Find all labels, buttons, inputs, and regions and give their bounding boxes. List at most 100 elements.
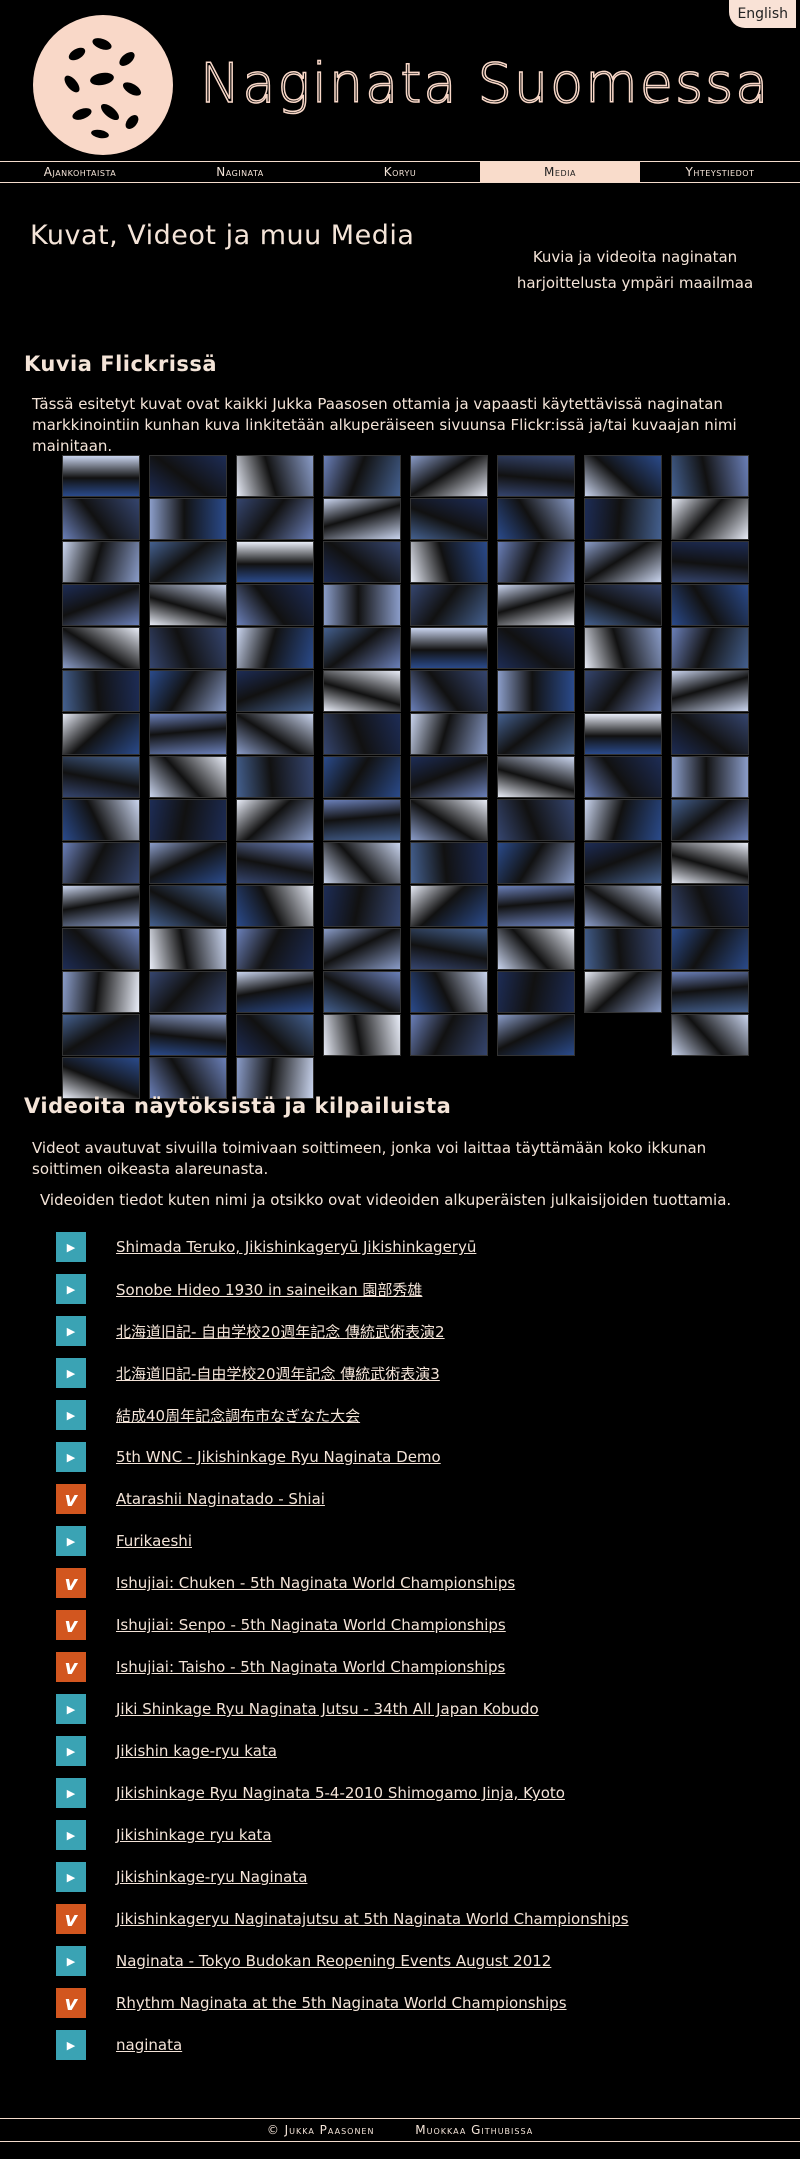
- photo-thumbnail[interactable]: [149, 498, 227, 540]
- photo-thumbnail[interactable]: [62, 541, 140, 583]
- photo-thumbnail[interactable]: [236, 498, 314, 540]
- photo-thumbnail[interactable]: [497, 627, 575, 669]
- nav-item[interactable]: Ajankohtaista: [43, 165, 117, 179]
- photo-thumbnail[interactable]: [323, 971, 401, 1013]
- video-link[interactable]: Jikishinkage-ryu Naginata: [116, 1868, 308, 1886]
- photo-thumbnail[interactable]: [410, 498, 488, 540]
- video-link[interactable]: Furikaeshi: [116, 1532, 192, 1550]
- photo-thumbnail[interactable]: [62, 842, 140, 884]
- photo-thumbnail[interactable]: [236, 584, 314, 626]
- photo-thumbnail[interactable]: [410, 584, 488, 626]
- video-link[interactable]: naginata: [116, 2036, 183, 2054]
- language-toggle[interactable]: English: [729, 0, 796, 28]
- photo-thumbnail[interactable]: [584, 541, 662, 583]
- video-link[interactable]: Naginata - Tokyo Budokan Reopening Event…: [116, 1952, 552, 1970]
- photo-thumbnail[interactable]: [671, 498, 749, 540]
- photo-thumbnail[interactable]: [62, 670, 140, 712]
- photo-thumbnail[interactable]: [497, 584, 575, 626]
- nav-item[interactable]: Naginata: [216, 165, 264, 179]
- photo-thumbnail[interactable]: [323, 842, 401, 884]
- photo-thumbnail[interactable]: [236, 455, 314, 497]
- photo-thumbnail[interactable]: [584, 799, 662, 841]
- photo-thumbnail[interactable]: [671, 756, 749, 798]
- video-link[interactable]: 北海道旧記-自由学校20週年記念 傳統武術表演3: [116, 1364, 440, 1383]
- video-link[interactable]: Jikishinkage Ryu Naginata 5-4-2010 Shimo…: [116, 1784, 565, 1802]
- video-link[interactable]: Sonobe Hideo 1930 in saineikan 園部秀雄: [116, 1280, 423, 1299]
- photo-thumbnail[interactable]: [323, 713, 401, 755]
- video-link[interactable]: Jikishinkage ryu kata: [116, 1826, 272, 1844]
- edit-link[interactable]: Muokkaa Githubissa: [415, 2123, 534, 2137]
- photo-thumbnail[interactable]: [236, 928, 314, 970]
- photo-thumbnail[interactable]: [671, 584, 749, 626]
- photo-thumbnail[interactable]: [62, 1057, 140, 1099]
- photo-thumbnail[interactable]: [671, 627, 749, 669]
- photo-thumbnail[interactable]: [671, 971, 749, 1013]
- photo-thumbnail[interactable]: [410, 885, 488, 927]
- photo-thumbnail[interactable]: [149, 713, 227, 755]
- photo-thumbnail[interactable]: [62, 1014, 140, 1056]
- photo-thumbnail[interactable]: [236, 971, 314, 1013]
- photo-thumbnail[interactable]: [149, 842, 227, 884]
- video-link[interactable]: 結成40周年記念調布市なぎなた大会: [116, 1406, 361, 1425]
- photo-thumbnail[interactable]: [62, 928, 140, 970]
- photo-thumbnail[interactable]: [149, 627, 227, 669]
- photo-thumbnail[interactable]: [149, 756, 227, 798]
- photo-thumbnail[interactable]: [236, 756, 314, 798]
- photo-thumbnail[interactable]: [236, 885, 314, 927]
- photo-thumbnail[interactable]: [584, 584, 662, 626]
- photo-thumbnail[interactable]: [584, 756, 662, 798]
- video-link[interactable]: 北海道旧記- 自由学校20週年記念 傳統武術表演2: [116, 1322, 445, 1341]
- photo-thumbnail[interactable]: [671, 541, 749, 583]
- photo-thumbnail[interactable]: [410, 1014, 488, 1056]
- photo-thumbnail[interactable]: [149, 541, 227, 583]
- photo-thumbnail[interactable]: [584, 455, 662, 497]
- photo-thumbnail[interactable]: [149, 1014, 227, 1056]
- photo-thumbnail[interactable]: [671, 455, 749, 497]
- photo-thumbnail[interactable]: [236, 799, 314, 841]
- video-link[interactable]: Jikishinkageryu Naginatajutsu at 5th Nag…: [116, 1910, 629, 1928]
- photo-thumbnail[interactable]: [323, 799, 401, 841]
- photo-thumbnail[interactable]: [671, 799, 749, 841]
- photo-thumbnail[interactable]: [671, 1014, 749, 1056]
- photo-thumbnail[interactable]: [236, 541, 314, 583]
- photo-thumbnail[interactable]: [323, 498, 401, 540]
- photo-thumbnail[interactable]: [236, 1057, 314, 1099]
- photo-thumbnail[interactable]: [149, 971, 227, 1013]
- photo-thumbnail[interactable]: [410, 455, 488, 497]
- photo-thumbnail[interactable]: [149, 670, 227, 712]
- photo-thumbnail[interactable]: [584, 713, 662, 755]
- photo-thumbnail[interactable]: [497, 799, 575, 841]
- photo-thumbnail[interactable]: [497, 885, 575, 927]
- photo-thumbnail[interactable]: [62, 713, 140, 755]
- photo-thumbnail[interactable]: [149, 584, 227, 626]
- photo-thumbnail[interactable]: [323, 756, 401, 798]
- photo-thumbnail[interactable]: [671, 928, 749, 970]
- photo-thumbnail[interactable]: [410, 541, 488, 583]
- photo-thumbnail[interactable]: [323, 928, 401, 970]
- photo-thumbnail[interactable]: [497, 756, 575, 798]
- photo-thumbnail[interactable]: [149, 885, 227, 927]
- video-link[interactable]: Jiki Shinkage Ryu Naginata Jutsu - 34th …: [116, 1700, 539, 1718]
- photo-thumbnail[interactable]: [410, 971, 488, 1013]
- photo-thumbnail[interactable]: [497, 541, 575, 583]
- photo-thumbnail[interactable]: [410, 713, 488, 755]
- photo-thumbnail[interactable]: [584, 971, 662, 1013]
- photo-thumbnail[interactable]: [236, 713, 314, 755]
- photo-thumbnail[interactable]: [671, 713, 749, 755]
- photo-thumbnail[interactable]: [236, 627, 314, 669]
- photo-thumbnail[interactable]: [149, 455, 227, 497]
- photo-thumbnail[interactable]: [584, 928, 662, 970]
- video-link[interactable]: Ishujiai: Taisho - 5th Naginata World Ch…: [116, 1658, 506, 1676]
- photo-thumbnail[interactable]: [410, 799, 488, 841]
- photo-thumbnail[interactable]: [584, 885, 662, 927]
- photo-thumbnail[interactable]: [62, 498, 140, 540]
- photo-thumbnail[interactable]: [62, 971, 140, 1013]
- nav-item[interactable]: Koryu: [383, 165, 417, 179]
- video-link[interactable]: Rhythm Naginata at the 5th Naginata Worl…: [116, 1994, 567, 2012]
- photo-thumbnail[interactable]: [149, 1057, 227, 1099]
- photo-thumbnail[interactable]: [497, 455, 575, 497]
- photo-thumbnail[interactable]: [323, 1014, 401, 1056]
- photo-thumbnail[interactable]: [584, 498, 662, 540]
- photo-thumbnail[interactable]: [62, 885, 140, 927]
- photo-thumbnail[interactable]: [410, 842, 488, 884]
